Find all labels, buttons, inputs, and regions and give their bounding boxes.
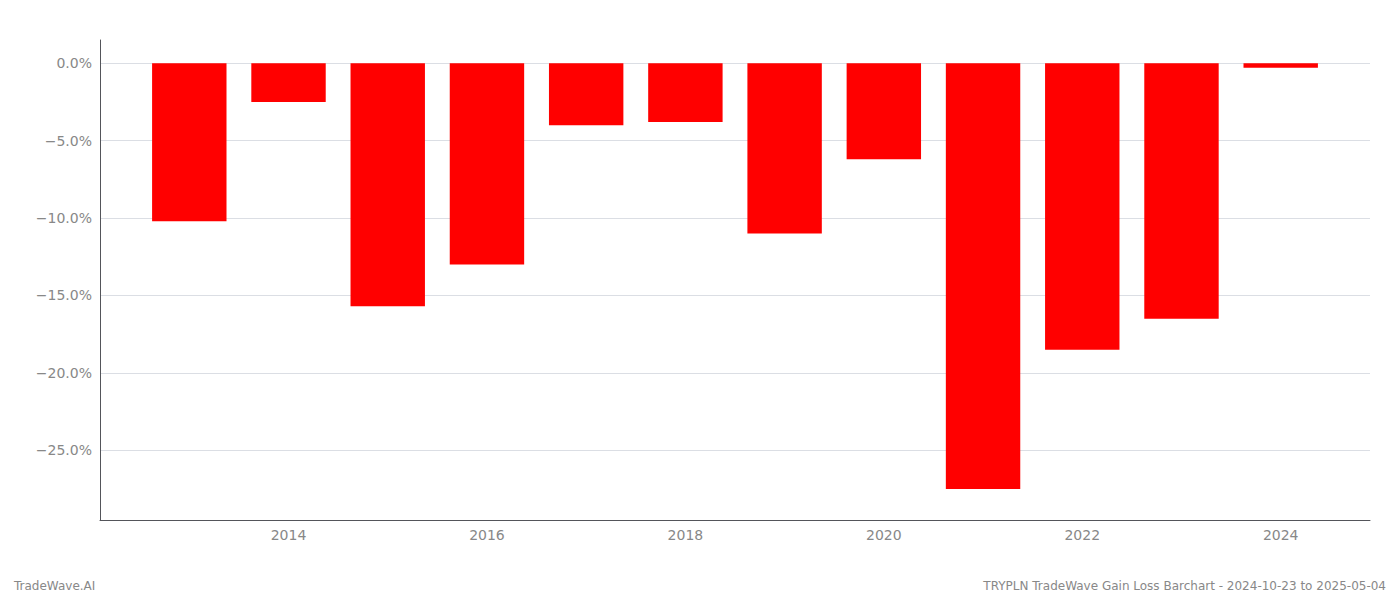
svg-text:TRYPLN TradeWave Gain Loss Bar: TRYPLN TradeWave Gain Loss Barchart - 20… (982, 579, 1386, 593)
svg-text:−5.0%: −5.0% (45, 133, 92, 149)
svg-text:−25.0%: −25.0% (36, 442, 92, 458)
svg-text:2014: 2014 (271, 527, 307, 543)
svg-text:2016: 2016 (469, 527, 505, 543)
svg-text:0.0%: 0.0% (56, 55, 92, 71)
svg-text:2024: 2024 (1263, 527, 1299, 543)
svg-text:2018: 2018 (668, 527, 704, 543)
svg-text:−15.0%: −15.0% (36, 287, 92, 303)
svg-text:2022: 2022 (1064, 527, 1100, 543)
svg-text:−10.0%: −10.0% (36, 210, 92, 226)
svg-text:−20.0%: −20.0% (36, 365, 92, 381)
svg-text:TradeWave.AI: TradeWave.AI (13, 579, 95, 593)
svg-text:2020: 2020 (866, 527, 902, 543)
